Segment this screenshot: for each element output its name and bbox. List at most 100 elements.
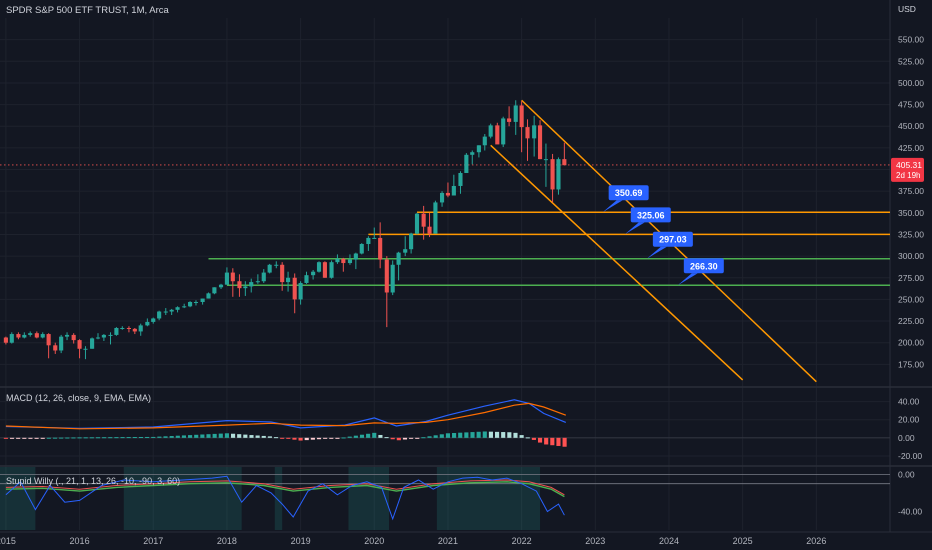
currency-label: USD (898, 4, 916, 14)
price-callouts[interactable]: 350.69 325.06 297.03 266.30 (602, 185, 724, 286)
candle (372, 227, 377, 239)
macd-hist-bar (501, 432, 506, 438)
time-tick-label: 2025 (733, 536, 753, 546)
candle-body (341, 258, 346, 264)
price-tick-label: 300.00 (898, 251, 924, 261)
callout-label: 266.30 (690, 261, 718, 271)
macd-tick-label: 40.00 (898, 397, 920, 407)
price-tick-label: 550.00 (898, 35, 924, 45)
macd-signal-line (5, 402, 567, 430)
candle-body (95, 337, 101, 339)
candle-body (378, 237, 383, 260)
macd-hist-bar (46, 437, 51, 439)
macd-hist-bar (126, 437, 131, 439)
candle (40, 332, 45, 339)
time-tick-label: 2022 (512, 536, 532, 546)
candle-body (249, 282, 254, 287)
macd-line (5, 399, 567, 429)
candle (188, 301, 193, 308)
macd-label: MACD (12, 26, close, 9, EMA, EMA) (6, 393, 151, 403)
candle-body (224, 272, 229, 285)
time-tick-label: 2020 (364, 536, 384, 546)
macd-hist-bar (95, 437, 101, 439)
candle (482, 134, 487, 151)
macd-hist-bar (145, 436, 150, 438)
candle-body (120, 327, 125, 329)
macd-hist-bar (28, 437, 33, 439)
candle (513, 100, 518, 135)
willy-label: Stupid Willy (., 21, 1, 13, 26, -10, -90… (6, 476, 180, 486)
macd-hist-bar (390, 437, 395, 440)
price-callout: 266.30 (677, 258, 724, 286)
candle-body (193, 302, 199, 304)
candle (120, 326, 125, 330)
candle (163, 308, 168, 315)
candle-body (151, 318, 156, 322)
candle (519, 101, 524, 153)
macd-hist-bar (298, 437, 303, 441)
candle (280, 262, 285, 291)
candle (562, 142, 567, 166)
macd-hist-bar (544, 437, 549, 445)
candle (556, 157, 561, 195)
callout-box (683, 258, 724, 274)
candle-body (261, 272, 266, 282)
macd-hist-bar (445, 433, 451, 438)
macd-hist-bar (495, 431, 500, 438)
willy-shade-bands (0, 467, 541, 530)
macd-hist-bar (513, 432, 518, 438)
macd-hist-bar (22, 437, 27, 439)
macd-hist-bar (9, 437, 15, 439)
candle-body (292, 277, 297, 300)
candle (525, 119, 530, 161)
candle-body (501, 118, 506, 145)
time-tick-label: 2018 (217, 536, 237, 546)
candle-body (237, 281, 242, 289)
candle (237, 274, 242, 297)
candle-body (311, 271, 316, 276)
candle (501, 116, 506, 148)
macd-hist-bar (562, 437, 567, 447)
symbol-title: SPDR S&P 500 ETF TRUST, 1M, Arca (6, 5, 170, 16)
candle-body (163, 311, 168, 313)
candle (464, 153, 469, 173)
macd-hist-bar (65, 437, 70, 439)
candle-body (9, 334, 14, 343)
candle (28, 331, 33, 337)
candle-body (71, 334, 76, 341)
candle (439, 191, 445, 207)
macd-hist-bar (194, 434, 199, 438)
macd-hist-bar (230, 433, 236, 438)
candle (532, 115, 537, 157)
macd-hist-bar (34, 437, 39, 439)
candle-body (114, 327, 119, 335)
macd-hist-bar (243, 434, 248, 438)
candle (90, 337, 95, 349)
candle-body (40, 334, 45, 338)
candle (83, 346, 88, 360)
candle (433, 200, 438, 234)
candle (359, 243, 364, 255)
macd-hist-bar (108, 437, 113, 439)
candle (151, 317, 156, 324)
callout-label: 350.69 (615, 188, 643, 198)
macd-tick-label: 0.00 (898, 433, 915, 443)
macd-hist-bar (402, 437, 408, 440)
willy-panel (0, 474, 890, 521)
candle (341, 257, 346, 272)
candle (59, 334, 64, 354)
candle-body (329, 262, 334, 278)
candle-body (34, 333, 39, 338)
candle (366, 236, 371, 251)
candle-body (482, 136, 487, 146)
macd-hist-bar (335, 437, 340, 439)
candle (22, 332, 27, 339)
candle-body (359, 243, 364, 254)
candle-body (372, 237, 377, 239)
candle-body (243, 286, 248, 289)
candle (243, 281, 248, 296)
candle-body (218, 284, 224, 288)
macd-hist-bar (138, 436, 144, 438)
candle-body (90, 338, 95, 349)
